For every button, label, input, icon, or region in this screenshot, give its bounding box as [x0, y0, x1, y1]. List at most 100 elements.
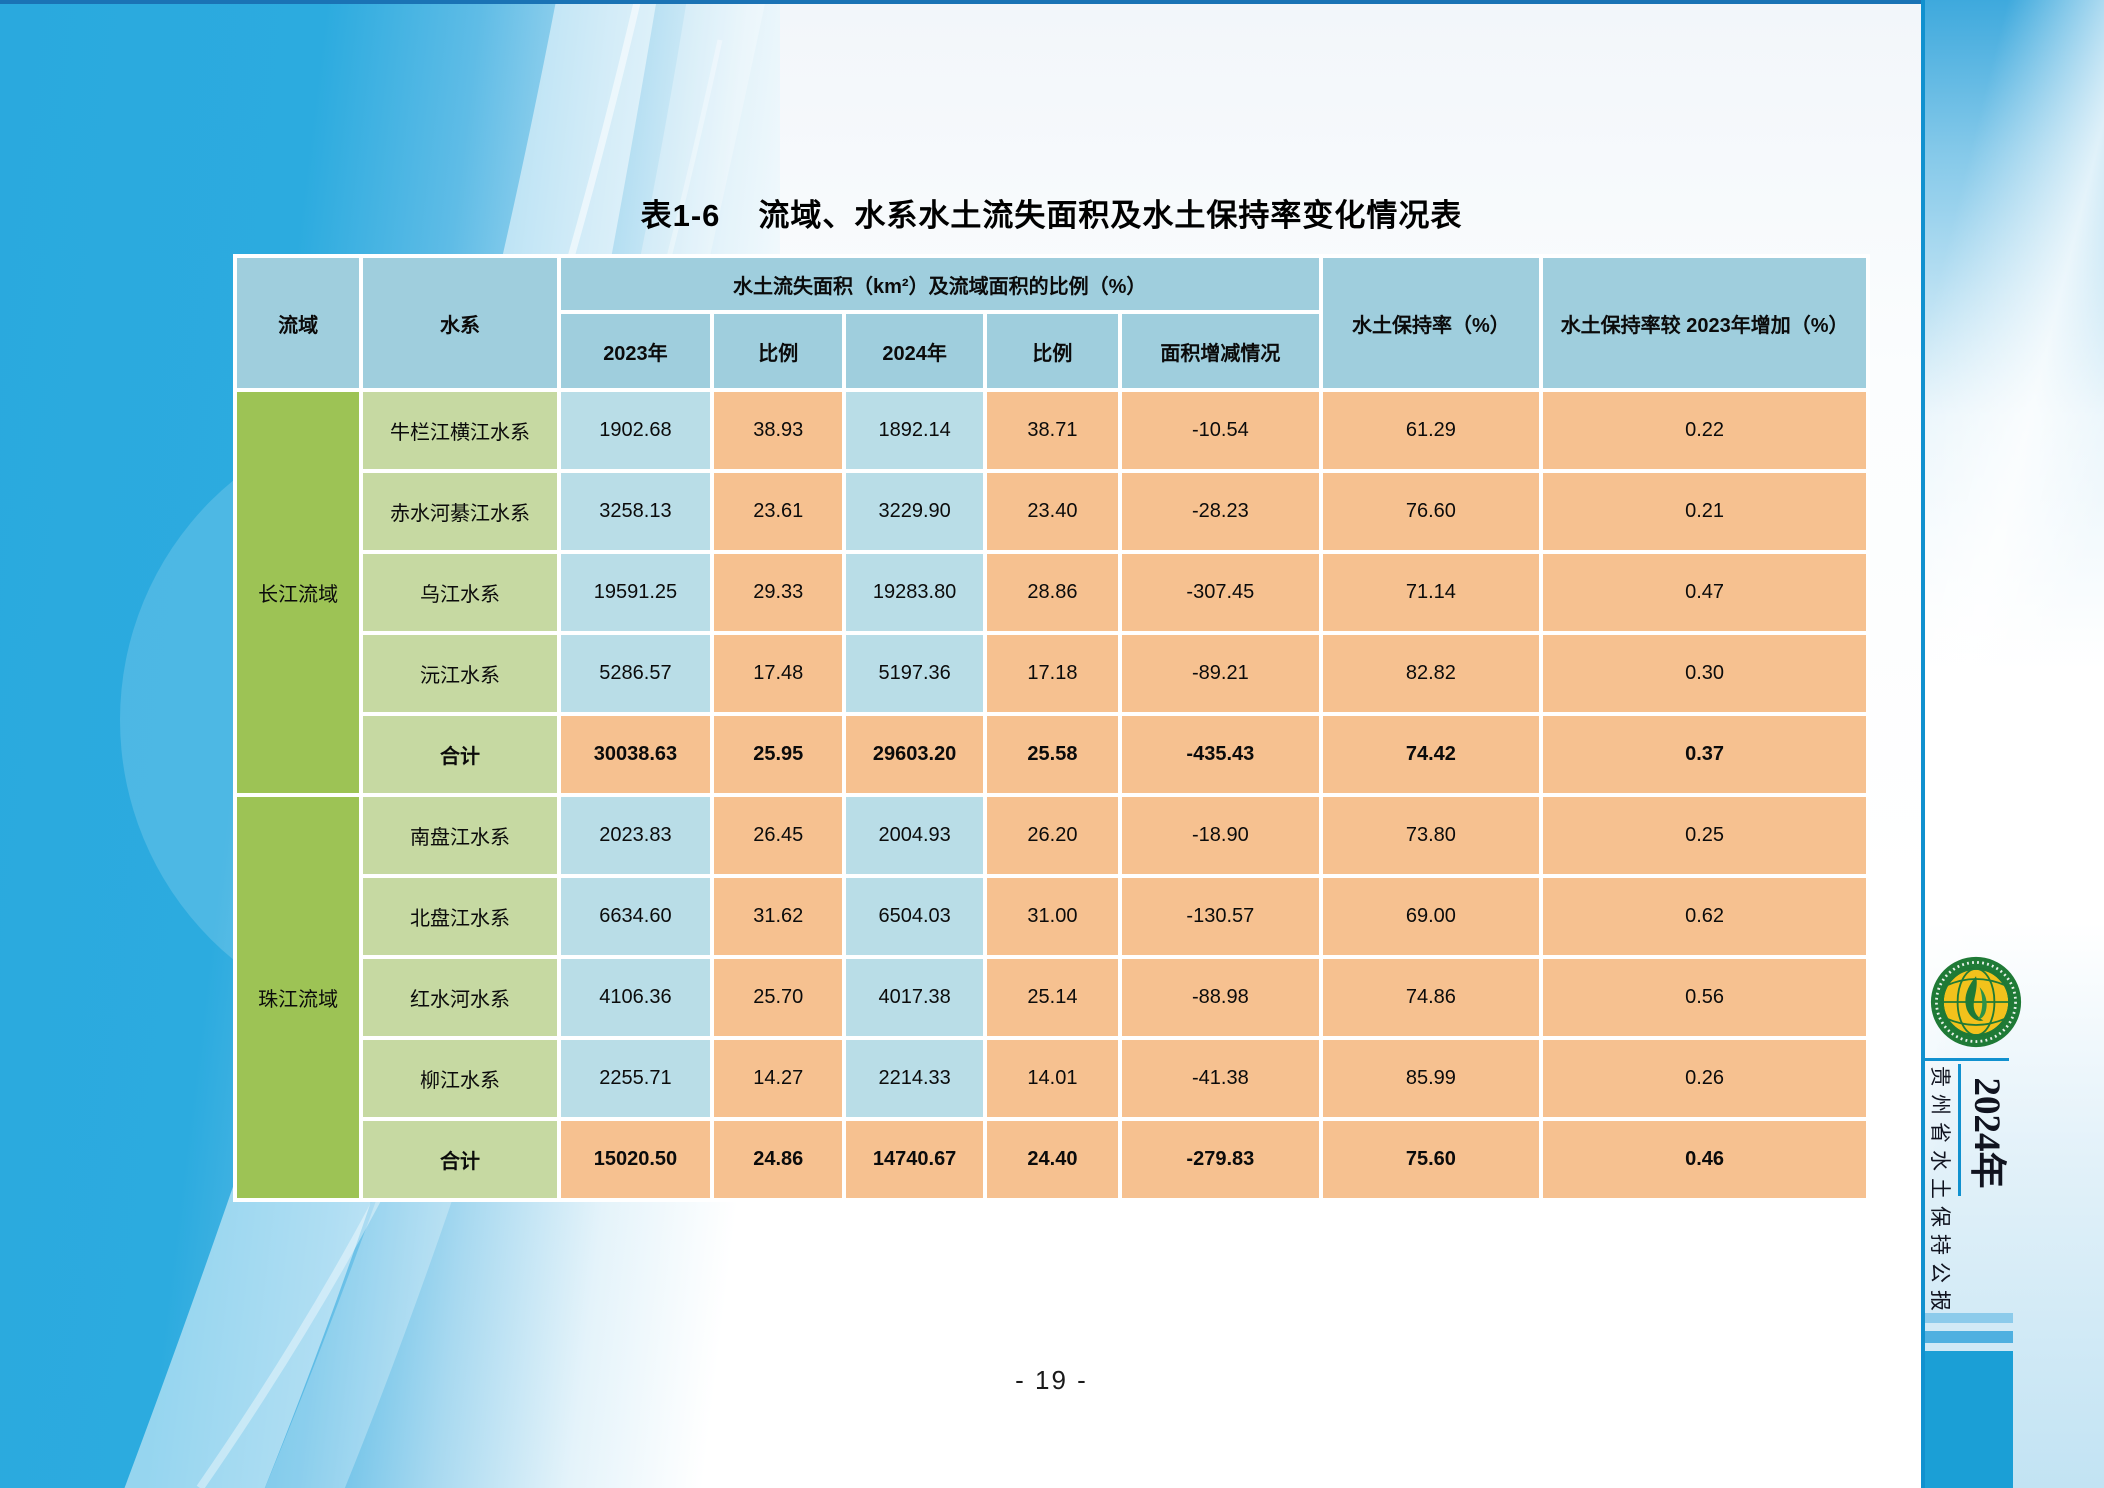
retention-increase-cell: 0.47 — [1539, 550, 1870, 635]
sidebar-year-label: 2024年 — [1966, 1077, 2007, 1189]
area-change-cell: -89.21 — [1118, 631, 1323, 716]
ratio-2024-cell: 26.20 — [982, 793, 1123, 878]
sidebar-bulletin-title: 贵州省水土保持公报 — [1928, 1066, 1952, 1318]
retention-rate-cell: 82.82 — [1318, 631, 1544, 716]
header-erosion-span: 水土流失面积（km²）及流域面积的比例（%） — [556, 254, 1323, 314]
area-2024-cell: 2214.33 — [842, 1036, 987, 1121]
system-cell: 红水河水系 — [359, 955, 561, 1040]
sidebar-band — [1925, 0, 2104, 1488]
area-change-cell: -130.57 — [1118, 874, 1323, 959]
area-change-cell: -279.83 — [1118, 1117, 1323, 1202]
header-system: 水系 — [359, 254, 561, 392]
ratio-2023-cell: 25.95 — [710, 712, 847, 797]
header-area-change: 面积增减情况 — [1118, 310, 1323, 392]
sidebar-rule-top — [1921, 1058, 2009, 1061]
area-2023-cell: 2023.83 — [556, 793, 715, 878]
area-2024-cell: 4017.38 — [842, 955, 987, 1040]
area-2023-cell: 5286.57 — [556, 631, 715, 716]
area-2024-cell: 19283.80 — [842, 550, 987, 635]
table-body: 长江流域 牛栏江横江水系 1902.68 38.93 1892.14 38.71 -10.5… — [232, 388, 1870, 1202]
page-number: - 19 - — [1015, 1365, 1088, 1395]
basin-cell: 珠江流域 — [232, 793, 364, 1202]
area-change-cell: -307.45 — [1118, 550, 1323, 635]
header-ratio-1: 比例 — [710, 310, 847, 392]
area-2023-cell: 1902.68 — [556, 388, 715, 473]
area-2024-cell: 14740.67 — [842, 1117, 987, 1202]
area-2023-cell: 19591.25 — [556, 550, 715, 635]
area-2024-cell: 2004.93 — [842, 793, 987, 878]
retention-increase-cell: 0.25 — [1539, 793, 1870, 878]
ratio-2024-cell: 25.14 — [982, 955, 1123, 1040]
system-cell: 柳江水系 — [359, 1036, 561, 1121]
table-row: 柳江水系 2255.71 14.27 2214.33 14.01 -41.38 85.99 0… — [235, 1036, 1870, 1121]
header-basin: 流域 — [232, 254, 364, 392]
area-2023-cell: 30038.63 — [556, 712, 715, 797]
ratio-2023-cell: 26.45 — [710, 793, 847, 878]
top-border-line — [0, 0, 2104, 4]
conservation-logo-icon — [1930, 956, 2022, 1048]
area-change-cell: -18.90 — [1118, 793, 1323, 878]
retention-increase-cell: 0.62 — [1539, 874, 1870, 959]
ratio-2023-cell: 24.86 — [710, 1117, 847, 1202]
area-change-cell: -28.23 — [1118, 469, 1323, 554]
system-cell: 乌江水系 — [359, 550, 561, 635]
ratio-2023-cell: 29.33 — [710, 550, 847, 635]
area-change-cell: -41.38 — [1118, 1036, 1323, 1121]
ratio-2024-cell: 24.40 — [982, 1117, 1123, 1202]
retention-rate-cell: 75.60 — [1318, 1117, 1544, 1202]
ratio-2023-cell: 31.62 — [710, 874, 847, 959]
retention-rate-cell: 69.00 — [1318, 874, 1544, 959]
sidebar-stripe-mid — [1925, 1331, 2013, 1343]
retention-rate-cell: 74.86 — [1318, 955, 1544, 1040]
retention-rate-cell: 85.99 — [1318, 1036, 1544, 1121]
header-row-2: 2023年 比例 2024年 比例 面积增减情况 — [235, 310, 1868, 392]
header-ratio-2: 比例 — [982, 310, 1123, 392]
ratio-2024-cell: 38.71 — [982, 388, 1123, 473]
data-table: 流域 水系 水土流失面积（km²）及流域面积的比例（%） 水土保持率（%） 水土… — [232, 254, 1870, 1202]
page-title: 表1-6 流域、水系水土流失面积及水土保持率变化情况表 — [237, 190, 1866, 235]
area-2024-cell: 1892.14 — [842, 388, 987, 473]
area-change-cell: -10.54 — [1118, 388, 1323, 473]
retention-rate-cell: 73.80 — [1318, 793, 1544, 878]
retention-increase-cell: 0.37 — [1539, 712, 1870, 797]
table-row: 长江流域 牛栏江横江水系 1902.68 38.93 1892.14 38.71 -10.5… — [232, 388, 1870, 797]
retention-increase-cell: 0.22 — [1539, 388, 1870, 473]
retention-rate-cell: 74.42 — [1318, 712, 1544, 797]
system-cell: 北盘江水系 — [359, 874, 561, 959]
area-2023-cell: 3258.13 — [556, 469, 715, 554]
table-row: 乌江水系 19591.25 29.33 19283.80 28.86 -307.45 71.… — [235, 550, 1870, 635]
retention-rate-cell: 61.29 — [1318, 388, 1544, 473]
total-row: 合计 30038.63 25.95 29603.20 25.58 -435.43 74.42… — [235, 712, 1870, 797]
ratio-2024-cell: 23.40 — [982, 469, 1123, 554]
area-2024-cell: 29603.20 — [842, 712, 987, 797]
area-2024-cell: 5197.36 — [842, 631, 987, 716]
area-2024-cell: 3229.90 — [842, 469, 987, 554]
ratio-2023-cell: 17.48 — [710, 631, 847, 716]
retention-rate-cell: 76.60 — [1318, 469, 1544, 554]
table-row: 赤水河綦江水系 3258.13 23.61 3229.90 23.40 -28.23 76.… — [235, 469, 1870, 554]
table-number: 表1-6 — [640, 198, 721, 233]
ratio-2023-cell: 14.27 — [710, 1036, 847, 1121]
ratio-2024-cell: 17.18 — [982, 631, 1123, 716]
ratio-2024-cell: 25.58 — [982, 712, 1123, 797]
total-row: 合计 15020.50 24.86 14740.67 24.40 -279.83 75.60… — [235, 1117, 1870, 1202]
system-cell: 合计 — [359, 712, 561, 797]
system-cell: 南盘江水系 — [359, 793, 561, 878]
area-2024-cell: 6504.03 — [842, 874, 987, 959]
header-retention: 水土保持率（%） — [1318, 254, 1544, 392]
basin-cell: 长江流域 — [232, 388, 364, 797]
area-change-cell: -435.43 — [1118, 712, 1323, 797]
system-cell: 沅江水系 — [359, 631, 561, 716]
retention-increase-cell: 0.30 — [1539, 631, 1870, 716]
system-cell: 牛栏江横江水系 — [359, 388, 561, 473]
system-cell: 赤水河綦江水系 — [359, 469, 561, 554]
retention-rate-cell: 71.14 — [1318, 550, 1544, 635]
table-row: 沅江水系 5286.57 17.48 5197.36 17.18 -89.21 82.82 0… — [235, 631, 1870, 716]
table-row: 北盘江水系 6634.60 31.62 6504.03 31.00 -130.57 69.0… — [235, 874, 1870, 959]
ratio-2023-cell: 23.61 — [710, 469, 847, 554]
header-2024: 2024年 — [842, 310, 987, 392]
table-row: 红水河水系 4106.36 25.70 4017.38 25.14 -88.98 74.86… — [235, 955, 1870, 1040]
ratio-2023-cell: 25.70 — [710, 955, 847, 1040]
sidebar-stripe-light — [1925, 1313, 2013, 1323]
sidebar-blue-block — [1925, 1351, 2013, 1488]
